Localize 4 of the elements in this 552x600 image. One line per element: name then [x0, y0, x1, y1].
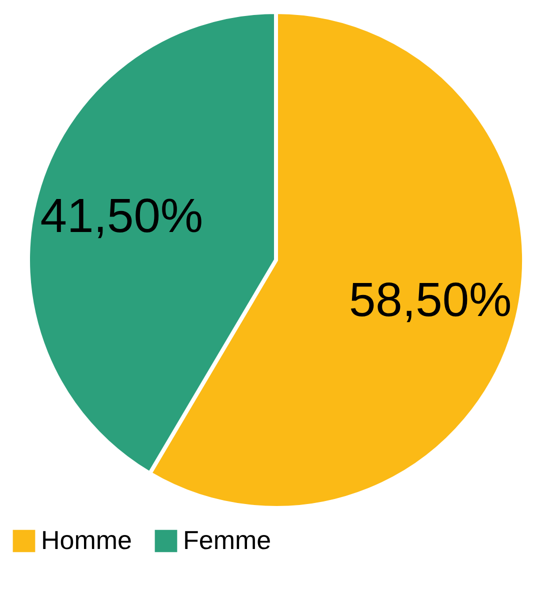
- legend-label: Homme: [41, 525, 132, 555]
- data-label: 41,50%: [40, 190, 204, 243]
- legend-label: Femme: [183, 525, 272, 555]
- data-label: 58,50%: [348, 274, 512, 328]
